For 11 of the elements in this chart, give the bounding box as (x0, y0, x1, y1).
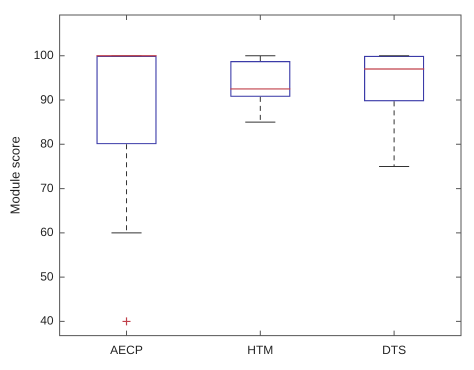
y-tick-label: 90 (40, 92, 54, 106)
y-tick-label: 50 (40, 269, 54, 284)
y-tick-label: 60 (40, 225, 54, 240)
x-tick-label: HTM (247, 343, 274, 358)
x-tick-label: AECP (110, 343, 143, 358)
y-axis-title: Module score (7, 136, 22, 214)
y-tick-label: 40 (40, 314, 54, 328)
y-tick-label: 70 (40, 180, 54, 195)
x-tick-label: DTS (382, 343, 406, 358)
y-tick-label: 100 (34, 48, 54, 62)
y-tick-label: 80 (40, 136, 54, 151)
